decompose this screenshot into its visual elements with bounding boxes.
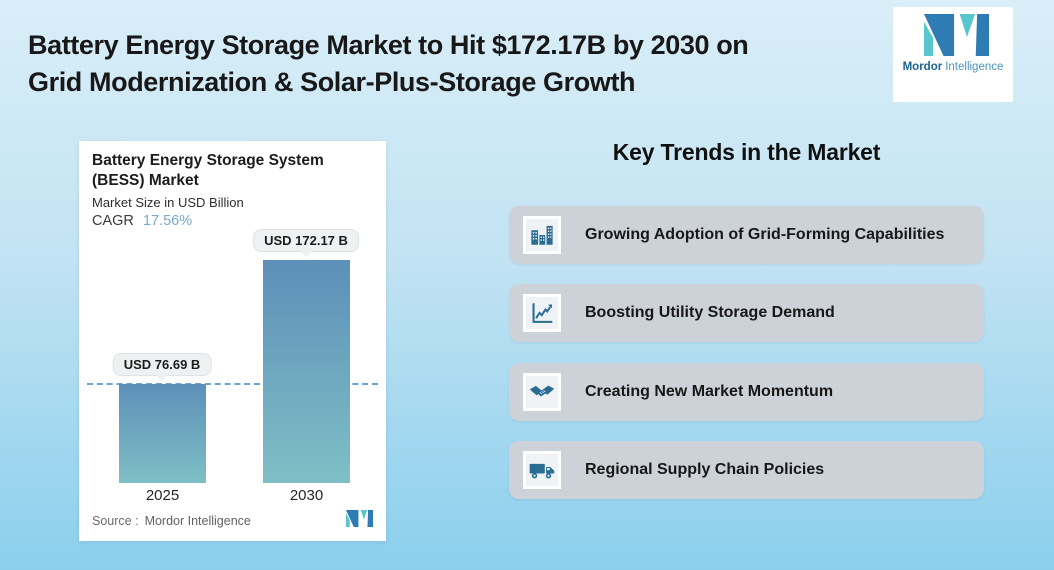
page-title-line-2: Grid Modernization & Solar-Plus-Storage … [28, 67, 636, 97]
chart-footer: Source : Mordor Intelligence [92, 509, 373, 533]
bar-chart-plot: USD 76.69 B USD 172.17 B [87, 229, 378, 483]
handshake-icon [523, 373, 561, 411]
trend-label: Regional Supply Chain Policies [585, 461, 825, 478]
chart-subtitle: Market Size in USD Billion [92, 195, 244, 210]
trend-label: Creating New Market Momentum [585, 383, 834, 400]
bess-market-chart-card: Battery Energy Storage System (BESS) Mar… [79, 141, 386, 541]
cagr-value: 17.56% [142, 213, 193, 229]
mordor-intelligence-logo: Mordor Intelligence [893, 7, 1013, 102]
trend-card-grid-forming: Growing Adoption of Grid-Forming Capabil… [509, 206, 984, 264]
x-axis-labels: 2025 2030 [87, 487, 378, 507]
source-label: Source : [92, 513, 139, 528]
truck-icon [523, 451, 561, 489]
cagr-label: CAGR [92, 213, 134, 229]
brand-name: Mordor Intelligence [902, 61, 1004, 73]
buildings-icon [523, 216, 561, 254]
key-trends-heading: Key Trends in the Market [612, 139, 881, 165]
bar-2025 [119, 383, 206, 483]
trend-card-utility-storage: Boosting Utility Storage Demand [509, 284, 984, 342]
source-value: Mordor Intelligence [144, 513, 251, 528]
x-axis-label-2030: 2030 [289, 487, 324, 504]
page-title: Battery Energy Storage Market to Hit $17… [28, 27, 749, 101]
dashed-threshold-line [87, 382, 378, 385]
chart-title: Battery Energy Storage System (BESS) Mar… [92, 152, 324, 189]
trend-label: Boosting Utility Storage Demand [585, 304, 835, 321]
trend-label: Growing Adoption of Grid-Forming Capabil… [585, 226, 945, 243]
mordor-monogram-small-icon [343, 509, 373, 533]
trend-card-supply-chain: Regional Supply Chain Policies [509, 441, 984, 499]
source-line: Source : Mordor Intelligence [92, 514, 251, 528]
mordor-monogram-icon [917, 14, 989, 56]
cagr-line: CAGR 17.56% [92, 213, 373, 229]
trend-card-market-momentum: Creating New Market Momentum [509, 363, 984, 421]
page-title-line-1: Battery Energy Storage Market to Hit $17… [28, 30, 749, 60]
x-axis-label-2025: 2025 [145, 487, 180, 504]
bar-2030 [263, 260, 350, 483]
line-chart-icon [523, 294, 561, 332]
value-label-2030: USD 172.17 B [253, 229, 359, 252]
value-label-2025: USD 76.69 B [112, 352, 212, 376]
